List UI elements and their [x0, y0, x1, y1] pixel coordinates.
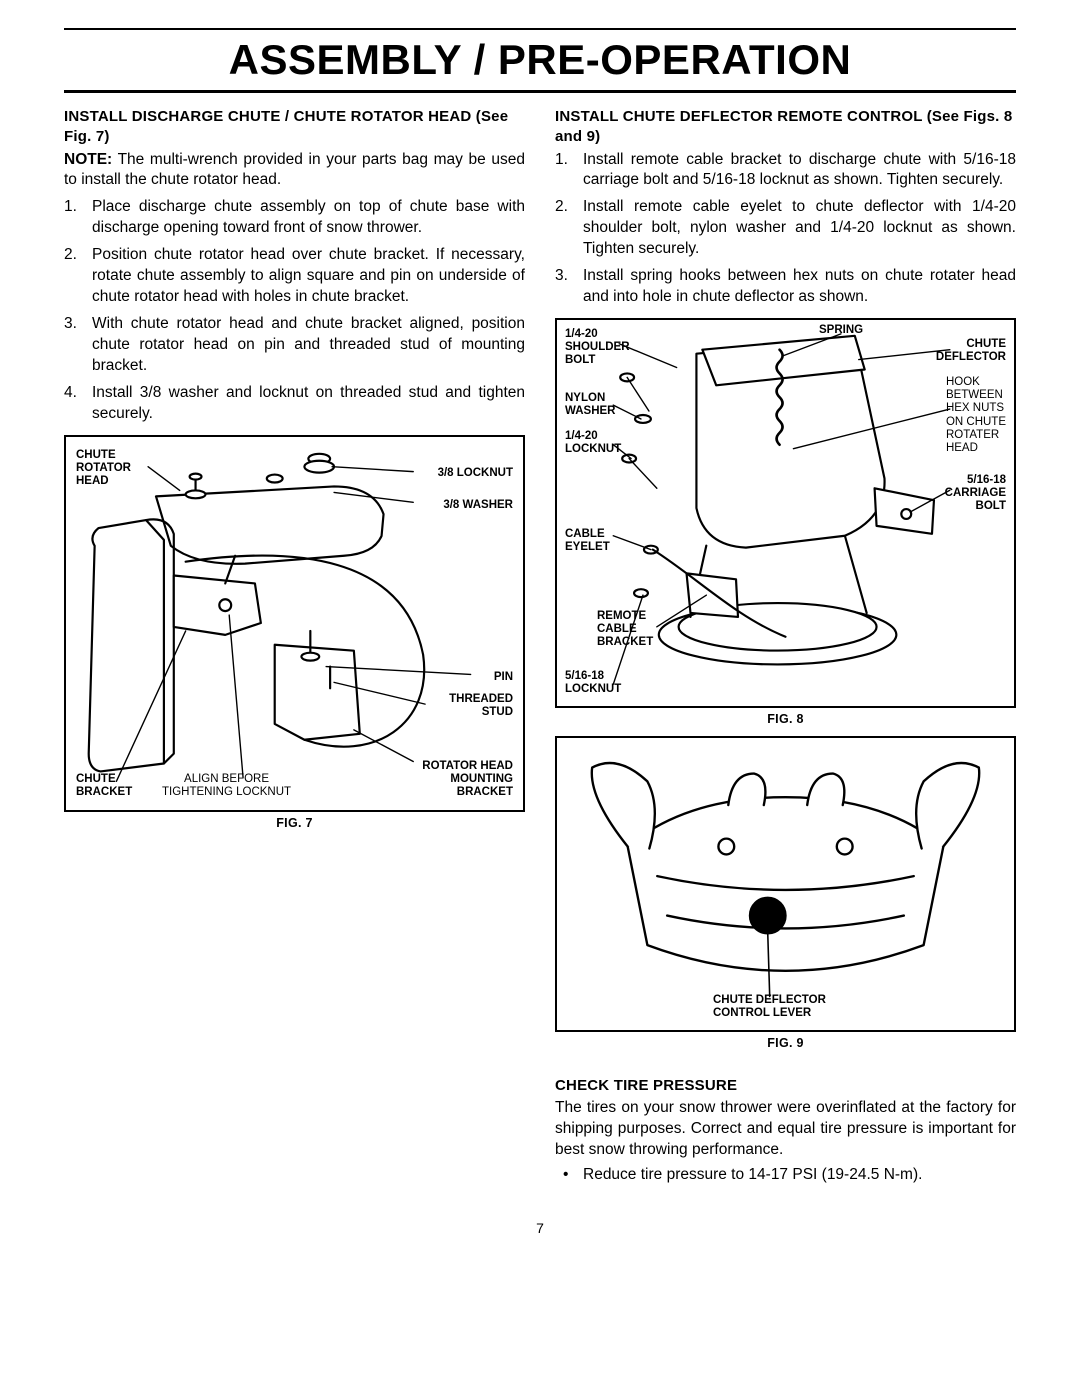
fig7-label-chute-bracket: CHUTE BRACKET — [76, 773, 132, 799]
right-step: Install remote cable bracket to discharg… — [555, 150, 1016, 192]
right-column: INSTALL CHUTE DEFLECTOR REMOTE CONTROL (… — [555, 107, 1016, 1192]
fig8-label-locknut516: 5/16-18 LOCKNUT — [565, 670, 621, 696]
fig7-label-washer: 3/8 WASHER — [443, 499, 513, 512]
right-step: Install spring hooks between hex nuts on… — [555, 266, 1016, 308]
fig7-label-align-before: ALIGN BEFORE TIGHTENING LOCKNUT — [162, 773, 291, 799]
fig9-label-lever: CHUTE DEFLECTOR CONTROL LEVER — [713, 994, 826, 1020]
figure-7-caption: FIG. 7 — [64, 816, 525, 830]
fig7-label-chute-rotator-head: CHUTE ROTATOR HEAD — [76, 449, 131, 489]
install-chute-heading: INSTALL DISCHARGE CHUTE / CHUTE ROTATOR … — [64, 107, 525, 148]
tire-bullets: Reduce tire pressure to 14-17 PSI (19-24… — [555, 1165, 1016, 1186]
left-step: Install 3/8 washer and locknut on thread… — [64, 383, 525, 425]
fig7-label-rotator-mounting-bracket: ROTATOR HEAD MOUNTING BRACKET — [422, 760, 513, 800]
fig8-label-cable-eyelet: CABLE EYELET — [565, 528, 610, 554]
left-column: INSTALL DISCHARGE CHUTE / CHUTE ROTATOR … — [64, 107, 525, 1192]
page-title: ASSEMBLY / PRE-OPERATION — [64, 34, 1016, 90]
note-text: The multi-wrench provided in your parts … — [64, 151, 525, 189]
right-steps-list: Install remote cable bracket to discharg… — [555, 150, 1016, 308]
two-column-layout: INSTALL DISCHARGE CHUTE / CHUTE ROTATOR … — [64, 107, 1016, 1192]
title-underline — [64, 90, 1016, 93]
tire-paragraph: The tires on your snow thrower were over… — [555, 1098, 1016, 1161]
note-paragraph: NOTE: The multi-wrench provided in your … — [64, 150, 525, 192]
figure-7-drawing — [66, 437, 523, 810]
note-label: NOTE: — [64, 151, 112, 168]
left-step: Place discharge chute assembly on top of… — [64, 197, 525, 239]
figure-7-box: CHUTE ROTATOR HEAD 3/8 LOCKNUT 3/8 WASHE… — [64, 435, 525, 812]
fig7-label-threaded-stud: THREADED STUD — [449, 693, 513, 719]
figure-9-box: CHUTE DEFLECTOR CONTROL LEVER — [555, 736, 1016, 1032]
left-step: Position chute rotator head over chute b… — [64, 245, 525, 308]
fig8-label-nylon-washer: NYLON WASHER — [565, 392, 615, 418]
left-step: With chute rotator head and chute bracke… — [64, 314, 525, 377]
tire-heading: CHECK TIRE PRESSURE — [555, 1076, 1016, 1096]
fig8-label-shoulder-bolt: 1/4-20 SHOULDER BOLT — [565, 328, 630, 368]
fig8-label-chute-deflector: CHUTE DEFLECTOR — [936, 338, 1006, 364]
figure-9-drawing — [557, 738, 1014, 1030]
fig8-label-remote-cable-bracket: REMOTE CABLE BRACKET — [597, 610, 653, 650]
figure-8-box: 1/4-20 SHOULDER BOLT NYLON WASHER 1/4-20… — [555, 318, 1016, 708]
tire-bullet: Reduce tire pressure to 14-17 PSI (19-24… — [555, 1165, 1016, 1186]
page-number: 7 — [64, 1220, 1016, 1236]
fig8-label-spring: SPRING — [819, 324, 863, 337]
fig8-label-locknut14: 1/4-20 LOCKNUT — [565, 430, 621, 456]
right-step: Install remote cable eyelet to chute def… — [555, 197, 1016, 260]
fig8-label-hook-between: HOOK BETWEEN HEX NUTS ON CHUTE ROTATER H… — [946, 376, 1006, 455]
figure-8-caption: FIG. 8 — [555, 712, 1016, 726]
fig7-label-locknut: 3/8 LOCKNUT — [438, 467, 513, 480]
install-deflector-heading: INSTALL CHUTE DEFLECTOR REMOTE CONTROL (… — [555, 107, 1016, 148]
fig8-label-carriage-bolt: 5/16-18 CARRIAGE BOLT — [945, 474, 1006, 514]
figure-9-caption: FIG. 9 — [555, 1036, 1016, 1050]
top-rule — [64, 28, 1016, 30]
fig7-label-pin: PIN — [494, 671, 513, 684]
left-steps-list: Place discharge chute assembly on top of… — [64, 197, 525, 424]
